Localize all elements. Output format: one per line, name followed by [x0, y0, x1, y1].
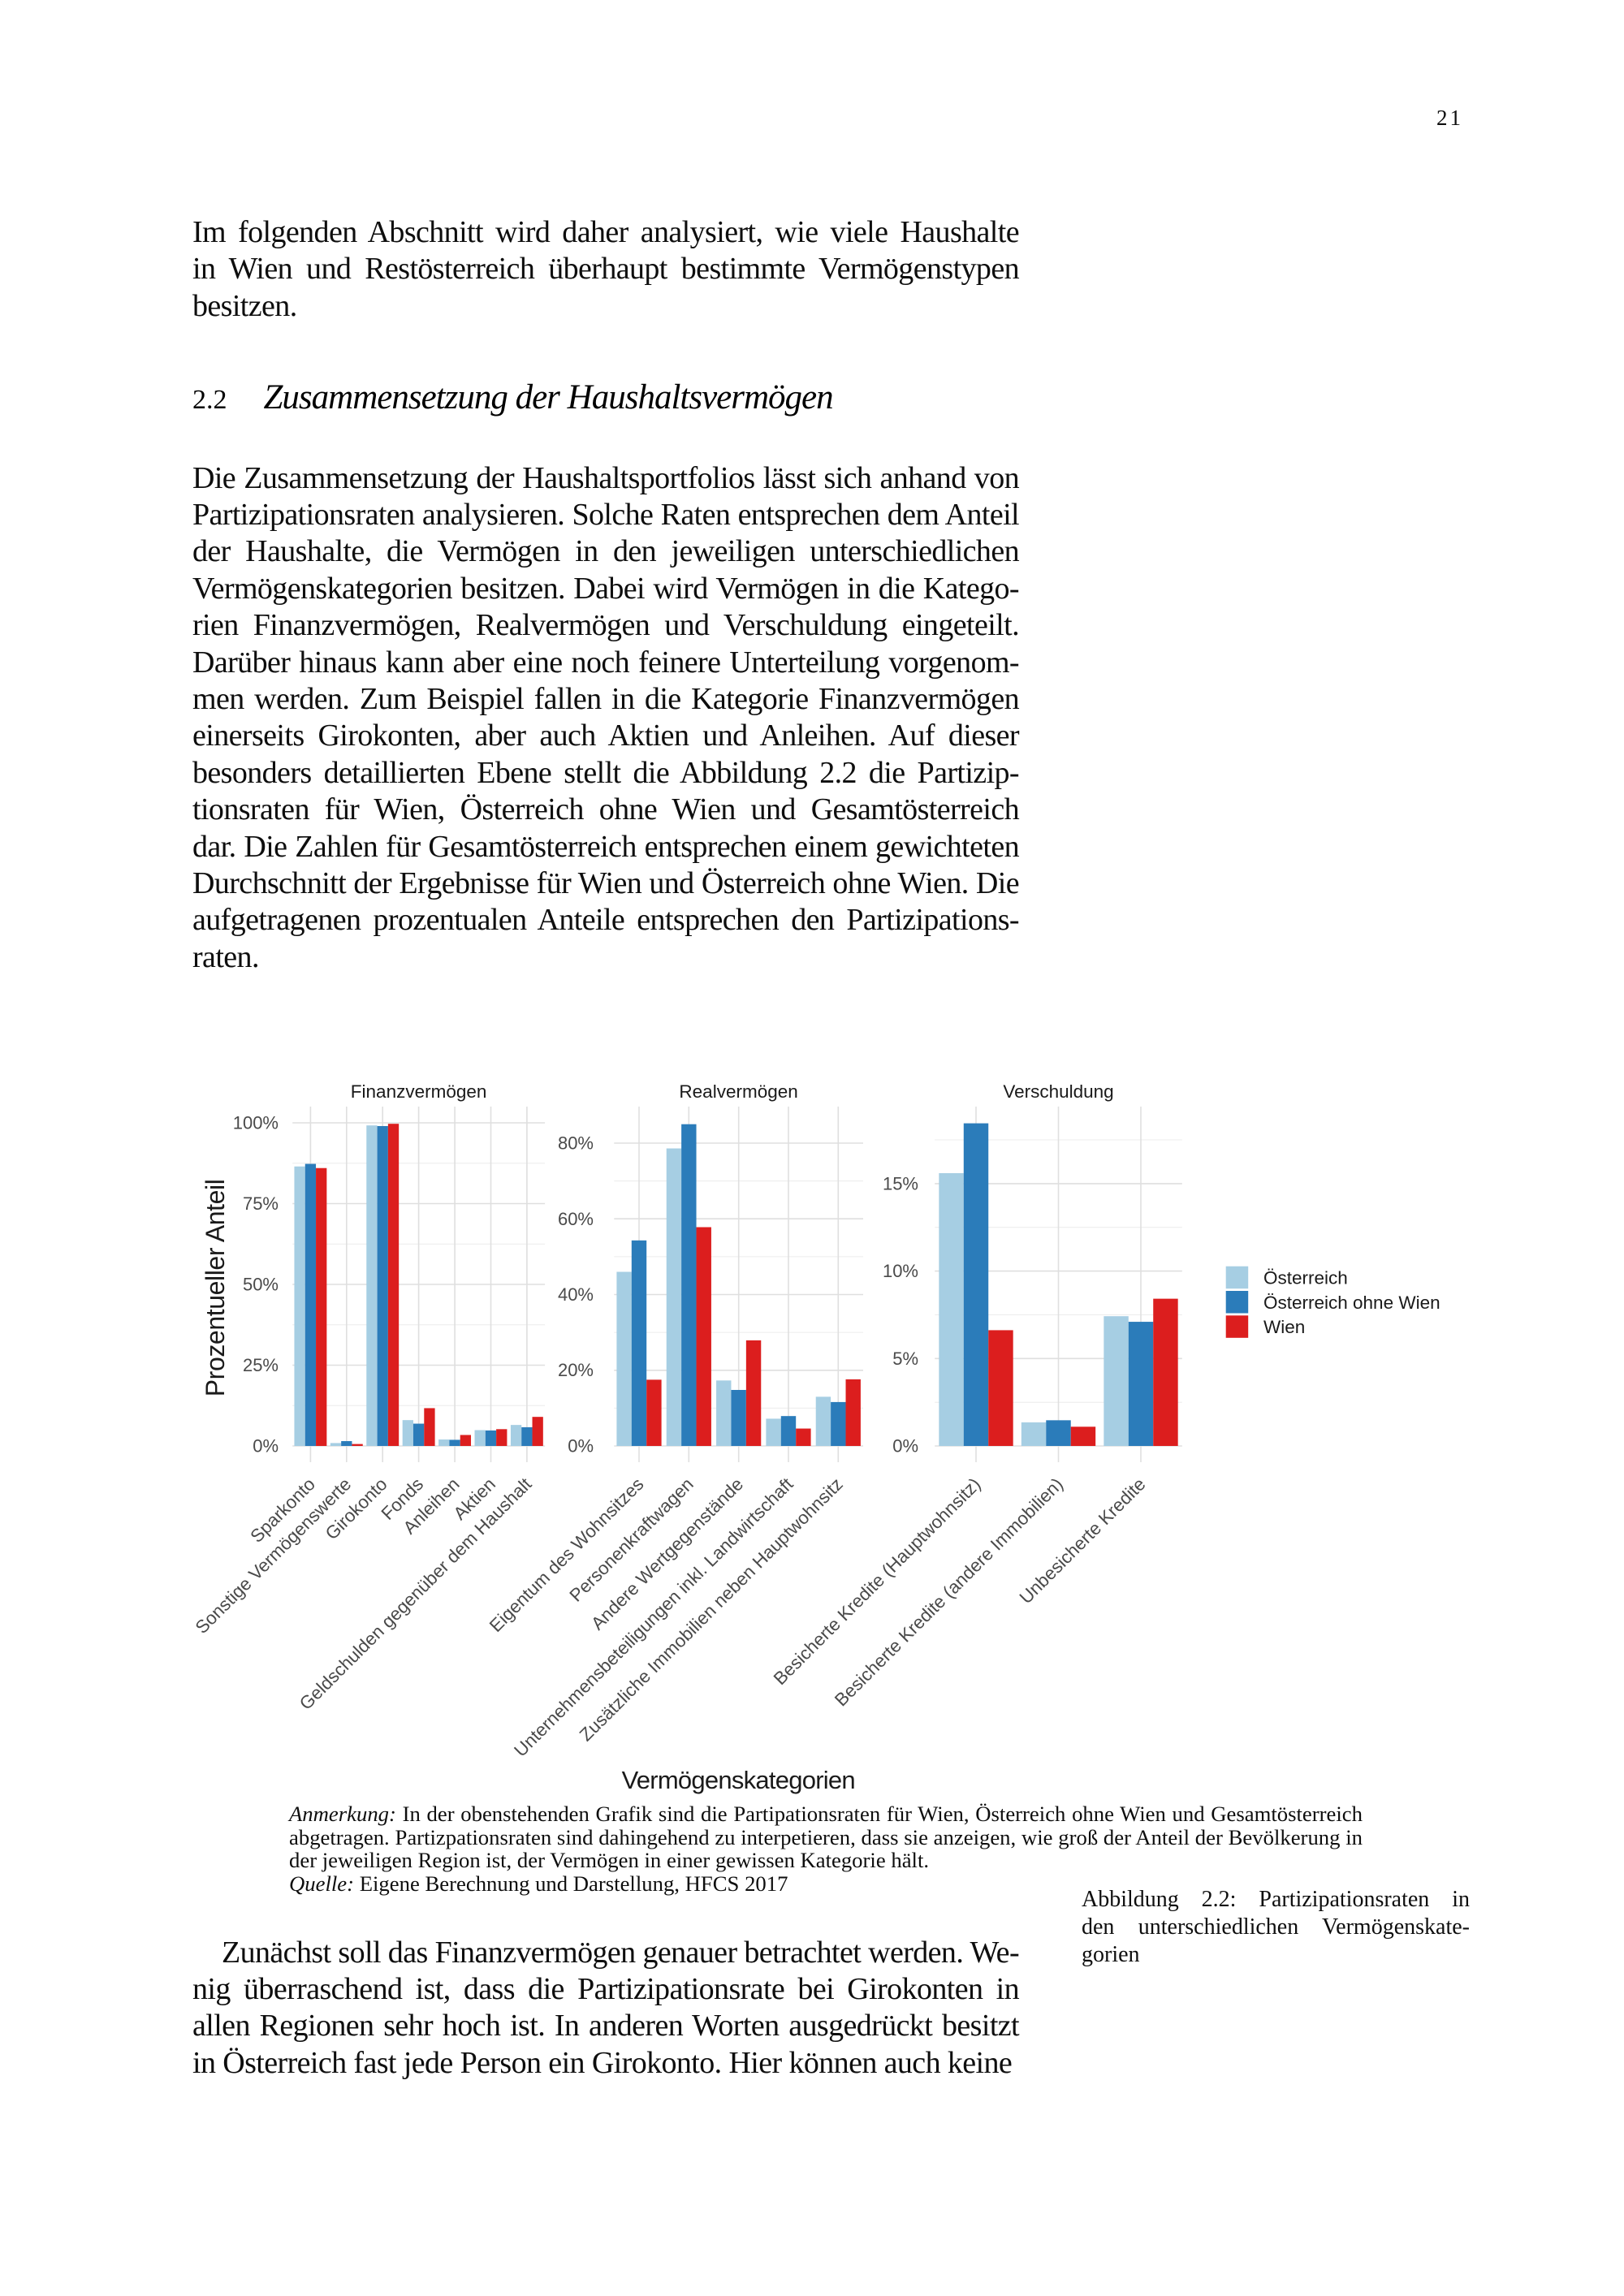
svg-text:80%: 80%: [558, 1133, 594, 1154]
svg-text:0%: 0%: [892, 1436, 918, 1457]
svg-text:15%: 15%: [883, 1173, 918, 1193]
svg-text:Sonstige Vermögenswerte: Sonstige Vermögenswerte: [192, 1474, 356, 1638]
svg-text:Prozentueller Anteil: Prozentueller Anteil: [201, 1180, 230, 1397]
svg-text:Verschuldung: Verschuldung: [1003, 1081, 1113, 1102]
svg-text:Wien: Wien: [1263, 1317, 1305, 1337]
svg-text:50%: 50%: [243, 1275, 279, 1295]
svg-text:0%: 0%: [253, 1436, 279, 1457]
svg-text:5%: 5%: [892, 1349, 918, 1369]
svg-text:75%: 75%: [243, 1193, 279, 1214]
svg-text:Realvermögen: Realvermögen: [679, 1081, 797, 1102]
svg-text:10%: 10%: [883, 1261, 918, 1281]
svg-text:Österreich ohne Wien: Österreich ohne Wien: [1263, 1293, 1440, 1313]
svg-text:60%: 60%: [558, 1209, 594, 1229]
svg-text:Österreich: Österreich: [1263, 1268, 1348, 1288]
svg-text:20%: 20%: [558, 1360, 594, 1380]
svg-text:Finanzvermögen: Finanzvermögen: [351, 1081, 487, 1102]
svg-text:40%: 40%: [558, 1284, 594, 1305]
svg-text:0%: 0%: [568, 1436, 594, 1457]
svg-text:25%: 25%: [243, 1355, 279, 1375]
svg-text:Vermögenskategorien: Vermögenskategorien: [622, 1766, 855, 1794]
svg-text:100%: 100%: [233, 1113, 279, 1133]
